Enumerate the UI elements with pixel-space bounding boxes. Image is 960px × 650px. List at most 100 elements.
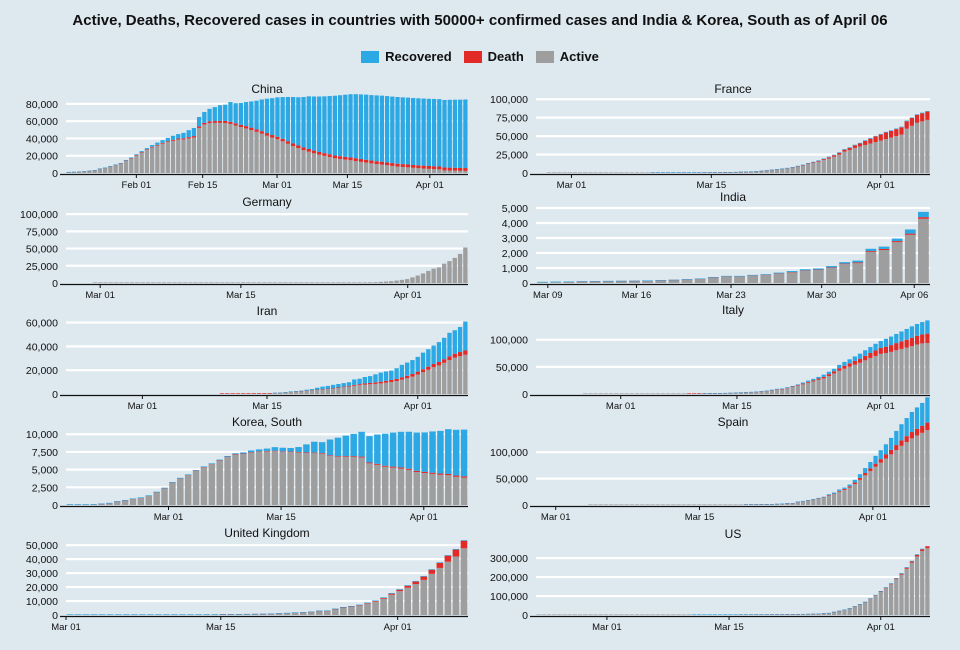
bar-death — [847, 147, 852, 151]
bar-active — [207, 123, 212, 173]
bar-death — [909, 337, 914, 347]
bar-recovered — [811, 498, 816, 500]
bar-active — [379, 164, 384, 173]
bar-recovered — [304, 389, 309, 391]
bar-active — [301, 150, 306, 173]
bar-active — [645, 504, 650, 505]
bar-death — [857, 477, 863, 480]
bar-death — [337, 156, 343, 159]
bar-active — [847, 487, 852, 505]
bar-active — [800, 501, 806, 505]
panel-iran: Iran 0 20,000 40,000 60,000 Mar 01 Mar 15 Apr 0… — [26, 304, 468, 412]
x-tick-label: Apr 01 — [859, 512, 887, 523]
bar-recovered — [177, 477, 184, 479]
bar-active — [681, 614, 686, 615]
bar-active — [92, 170, 97, 173]
bar-active — [103, 168, 108, 173]
bar-active — [593, 614, 598, 615]
y-tick-label: 75,000 — [26, 226, 58, 238]
bar-active — [738, 393, 743, 394]
bar-active — [909, 562, 914, 615]
bar-active — [318, 453, 326, 505]
panel-title: US — [725, 527, 742, 541]
bar-active — [774, 389, 780, 394]
bar-recovered — [723, 172, 728, 173]
bar-death — [888, 130, 894, 138]
bar-recovered — [904, 567, 909, 568]
bar-recovered — [920, 548, 925, 550]
bar-recovered — [165, 137, 170, 142]
bar-recovered — [816, 613, 821, 615]
x-tick-label: Feb 01 — [122, 180, 152, 191]
bar-active — [287, 452, 294, 505]
bar-death — [389, 466, 397, 468]
panel-germany: Germany 0 25,000 50,000 75,000 100,000 Mar 01 M… — [20, 195, 468, 301]
y-tick-label: 2,500 — [32, 482, 58, 494]
bar-death — [306, 148, 311, 152]
bar-active — [562, 172, 567, 173]
bar-active — [255, 451, 263, 505]
bar-active — [878, 353, 883, 394]
bar-death — [134, 154, 139, 156]
bar-active — [437, 474, 444, 505]
bar-active — [233, 125, 238, 173]
bar-death — [842, 365, 847, 369]
bar-recovered — [920, 112, 925, 114]
bar-recovered — [114, 501, 121, 502]
bar-active — [640, 172, 645, 173]
bar-active — [615, 281, 627, 283]
bar-active — [852, 147, 857, 173]
bar-active — [852, 484, 857, 505]
bar-active — [655, 614, 660, 615]
bar-death — [139, 151, 144, 153]
bar-active — [317, 154, 322, 173]
bar-recovered — [317, 96, 322, 152]
bar-recovered — [857, 604, 863, 605]
bar-death — [873, 136, 878, 143]
bar-recovered — [184, 474, 192, 475]
bar-death — [411, 164, 416, 168]
bar-recovered — [749, 504, 754, 505]
bar-active — [925, 119, 930, 173]
bar-recovered — [717, 614, 723, 615]
bar-active — [426, 168, 431, 173]
y-tick-label: 40,000 — [26, 554, 58, 566]
bar-death — [240, 453, 247, 454]
bar-active — [352, 282, 357, 283]
bar-recovered — [404, 585, 411, 586]
bar-death — [852, 360, 857, 365]
bar-death — [380, 597, 387, 599]
bar-active — [552, 614, 557, 615]
bar-recovered — [415, 356, 420, 372]
bar-active — [733, 393, 738, 394]
bar-active — [145, 282, 151, 283]
bar-death — [212, 121, 217, 123]
bar-death — [904, 567, 909, 569]
bar-death — [348, 157, 353, 161]
bar-death — [275, 136, 280, 140]
bar-recovered — [795, 384, 800, 386]
bar-active — [278, 393, 283, 394]
bar-active — [811, 499, 816, 505]
bar-death — [350, 456, 357, 458]
y-tick-label: 1,000 — [502, 263, 528, 275]
bar-active — [619, 504, 624, 505]
bar-recovered — [914, 114, 920, 115]
bar-active — [541, 614, 546, 615]
bar-recovered — [894, 333, 899, 344]
bar-recovered — [240, 452, 247, 454]
bar-active — [177, 282, 182, 283]
bar-active — [123, 161, 129, 173]
bar-active — [186, 138, 191, 173]
bar-active — [129, 282, 135, 283]
bar-recovered — [773, 272, 785, 274]
bar-active — [283, 282, 288, 283]
bar-recovered — [774, 388, 780, 390]
bar-active — [733, 504, 738, 505]
bar-death — [883, 132, 889, 140]
bar-active — [176, 139, 181, 173]
bar-recovered — [747, 274, 759, 276]
bar-death — [914, 335, 920, 345]
bar-active — [852, 263, 864, 283]
bar-recovered — [759, 170, 764, 172]
